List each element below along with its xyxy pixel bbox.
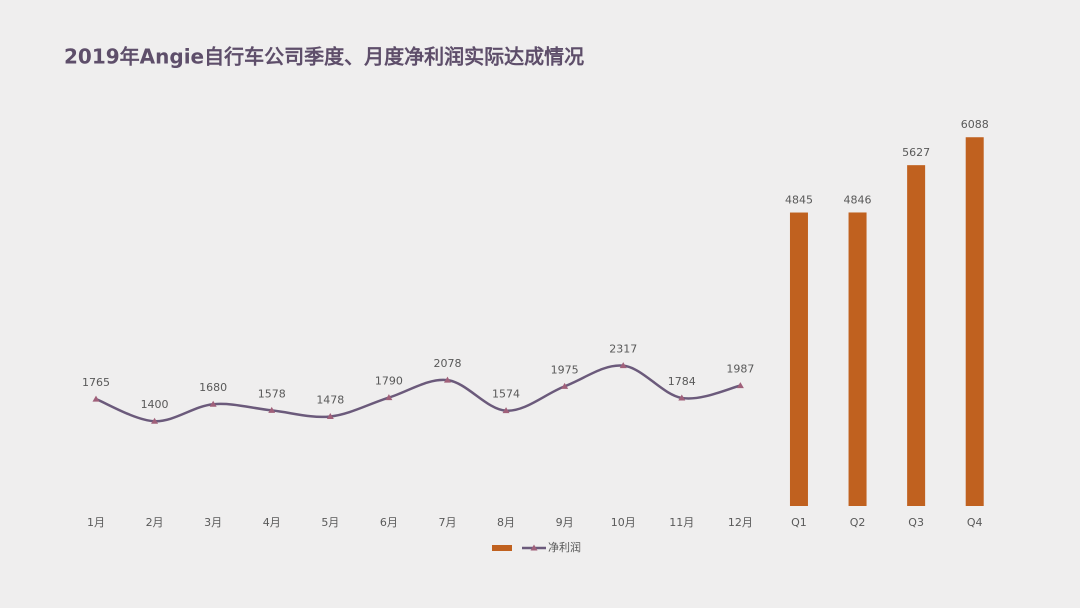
x-tick-label: 10月	[611, 516, 636, 529]
x-tick-label: 4月	[263, 516, 281, 529]
x-tick-label: Q3	[908, 516, 924, 529]
data-label: 1400	[141, 398, 169, 411]
data-label: 1578	[258, 387, 286, 400]
marker	[151, 417, 159, 424]
data-label: 1574	[492, 388, 520, 401]
marker	[443, 376, 451, 383]
x-tick-label: 8月	[497, 516, 515, 529]
x-tick-label: 11月	[669, 516, 694, 529]
legend-marker	[530, 544, 538, 551]
chart-title: 2019年Angie自行车公司季度、月度净利润实际达成情况	[64, 45, 584, 69]
x-tick-label: Q1	[791, 516, 807, 529]
line	[95, 364, 741, 423]
data-label: 2078	[433, 357, 461, 370]
data-label: 2317	[609, 343, 637, 356]
bar	[907, 165, 926, 507]
marker	[619, 362, 627, 369]
bar	[965, 137, 984, 506]
x-tick-label: 9月	[556, 516, 574, 529]
x-tick-label: Q2	[850, 516, 866, 529]
marker	[736, 382, 744, 389]
marker	[326, 412, 334, 419]
data-label: 1784	[668, 375, 696, 388]
marker	[678, 394, 686, 401]
data-label: 1975	[551, 363, 579, 376]
data-label: 6088	[961, 118, 989, 131]
marker	[92, 395, 100, 402]
data-label: 5627	[902, 146, 930, 159]
legend-swatch	[492, 545, 512, 551]
data-label: 1790	[375, 375, 403, 388]
x-tick-label: 2月	[146, 516, 164, 529]
data-label: 1765	[82, 376, 110, 389]
data-label: 1987	[726, 363, 754, 376]
data-label: 4846	[844, 193, 872, 206]
x-tick-label: Q4	[967, 516, 983, 529]
x-tick-label: 1月	[87, 516, 105, 529]
data-label: 4845	[785, 194, 813, 207]
x-tick-label: 3月	[204, 516, 222, 529]
x-tick-label: 12月	[728, 516, 753, 529]
x-tick-label: 6月	[380, 516, 398, 529]
marker	[561, 382, 569, 389]
bar	[789, 212, 808, 506]
data-label: 1680	[199, 381, 227, 394]
bar	[848, 212, 867, 506]
marker	[209, 400, 217, 407]
marker	[502, 407, 510, 414]
x-tick-label: 7月	[438, 516, 456, 529]
legend-label: 净利润	[548, 540, 581, 554]
marker	[268, 406, 276, 413]
data-label: 1478	[316, 393, 344, 406]
x-tick-label: 5月	[321, 516, 339, 529]
marker	[385, 394, 393, 401]
